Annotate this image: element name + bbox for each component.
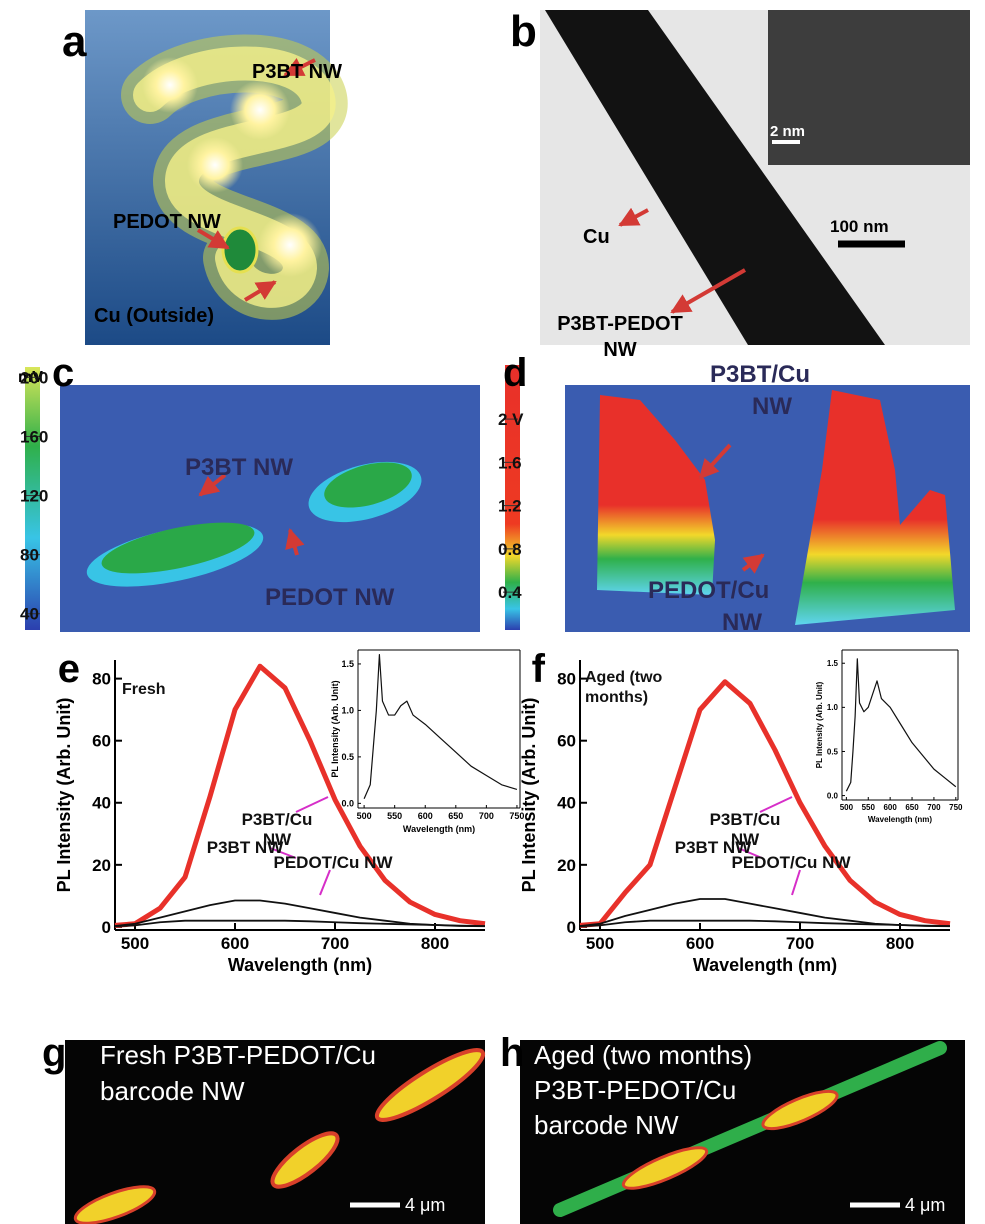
y-tick-label: 1.0: [341, 706, 354, 716]
colorbar-tick-label: 0.8: [498, 540, 522, 559]
label: NW: [603, 339, 636, 361]
scale-bar-label: 2 nm: [770, 123, 805, 140]
y-tick-label: 1.5: [341, 659, 354, 669]
y-tick-label: 20: [92, 856, 111, 875]
panel-letter: g: [42, 1031, 66, 1075]
x-tick-label: 700: [927, 803, 941, 812]
x-tick-label: 650: [448, 811, 463, 821]
y-tick-label: 60: [92, 732, 111, 751]
panel-letter: b: [510, 7, 537, 56]
caption: Fresh P3BT-PEDOT/Cu: [100, 1040, 376, 1070]
label: PEDOT NW: [113, 211, 221, 233]
y-tick-label: 0.0: [341, 799, 354, 809]
x-tick-label: 650: [905, 803, 919, 812]
label: PEDOT NW: [265, 584, 395, 611]
panel-letter: d: [503, 351, 527, 395]
x-tick-label: 800: [421, 934, 449, 953]
series-label: PEDOT/Cu NW: [268, 853, 398, 873]
x-tick-label: 500: [586, 934, 614, 953]
scale-bar-label: 4 μm: [905, 1195, 945, 1215]
colorbar-tick-label: 120: [20, 487, 48, 506]
annotation: Aged (two months): [585, 668, 685, 708]
inset-background: [842, 650, 958, 800]
x-tick-label: 750: [949, 803, 963, 812]
x-axis-title: Wavelength (nm): [868, 815, 932, 824]
inset-background: [358, 650, 520, 808]
x-tick-label: 700: [786, 934, 814, 953]
x-tick-label: 600: [883, 803, 897, 812]
panel-c-image: [25, 367, 480, 632]
series-line: [580, 921, 950, 927]
y-tick-label: 40: [557, 794, 576, 813]
label: P3BT-PEDOT: [557, 313, 683, 335]
caption: Aged (two months): [534, 1040, 752, 1070]
panel-b-image: [540, 10, 970, 345]
x-tick-label: 600: [418, 811, 433, 821]
label: P3BT/Cu: [710, 361, 810, 388]
caption: barcode NW: [100, 1076, 245, 1106]
y-tick-label: 0: [102, 918, 111, 937]
y-axis-title: PL Intensity (Arb. Unit): [815, 681, 824, 768]
colorbar-tick-label: 160: [20, 427, 48, 446]
y-tick-label: 60: [557, 732, 576, 751]
colorbar-tick-label: 1.2: [498, 497, 522, 516]
y-tick-label: 20: [557, 856, 576, 875]
colorbar-tick-label: 2 V: [498, 410, 524, 429]
y-tick-label: 40: [92, 794, 111, 813]
label: Cu: [583, 226, 610, 248]
y-axis-title: PL Intensity (Arb. Unit): [330, 680, 340, 777]
y-tick-label: 1.0: [827, 703, 839, 712]
x-tick-label: 600: [221, 934, 249, 953]
x-axis-title: Wavelength (nm): [693, 955, 837, 975]
y-tick-label: 1.5: [827, 659, 839, 668]
panel-letter: c: [52, 351, 74, 395]
colorbar-tick-label: 40: [20, 605, 39, 624]
y-tick-label: 0.0: [827, 791, 839, 800]
label: NW: [722, 609, 762, 636]
x-tick-label: 500: [840, 803, 854, 812]
label-pointer: [320, 870, 330, 895]
annotation: Fresh: [122, 680, 202, 700]
y-tick-label: 80: [557, 670, 576, 689]
label: Cu (Outside): [94, 305, 214, 327]
scale-bar-label: 4 μm: [405, 1195, 445, 1215]
colorbar-tick-label: 1.6: [498, 453, 522, 472]
label: PEDOT/Cu: [648, 577, 769, 604]
x-axis-title: Wavelength (nm): [228, 955, 372, 975]
colorbar-tick-label: 200: [20, 368, 48, 387]
figure-canvas: a P3BT NW PEDOT NW Cu (Outside) b Cu P3B…: [0, 0, 985, 1224]
panel-letter: a: [62, 17, 87, 66]
colorbar-tick-label: 80: [20, 546, 39, 565]
colorbar-tick-label: 0.4: [498, 583, 522, 602]
x-tick-label: 550: [387, 811, 402, 821]
caption: P3BT-PEDOT/Cu: [534, 1075, 736, 1105]
x-tick-label: 500: [357, 811, 372, 821]
y-tick-label: 80: [92, 670, 111, 689]
y-tick-label: 0.5: [341, 752, 354, 762]
x-tick-label: 700: [321, 934, 349, 953]
label: P3BT NW: [185, 454, 293, 481]
x-tick-label: 800: [886, 934, 914, 953]
y-tick-label: 0: [567, 918, 576, 937]
label: NW: [752, 393, 792, 420]
y-axis-title: PL Intensity (Arb. Unit): [54, 698, 74, 893]
y-tick-label: 0.5: [827, 747, 839, 756]
figure: a P3BT NW PEDOT NW Cu (Outside) b Cu P3B…: [0, 0, 985, 1224]
scale-bar-label: 100 nm: [830, 217, 889, 236]
x-tick-label: 600: [686, 934, 714, 953]
y-axis-title: PL Intensity (Arb. Unit): [519, 698, 539, 893]
caption: barcode NW: [534, 1110, 679, 1140]
x-tick-label: 700: [479, 811, 494, 821]
panel-letter: e: [58, 647, 80, 691]
x-axis-title: Wavelength (nm): [403, 824, 475, 834]
panel-letter: f: [532, 647, 546, 691]
series-line: [115, 921, 485, 927]
label: P3BT NW: [252, 61, 342, 83]
label-pointer: [792, 870, 800, 895]
panel-letter: h: [500, 1031, 524, 1075]
series-label: PEDOT/Cu NW: [726, 853, 856, 873]
x-tick-label: 500: [121, 934, 149, 953]
x-tick-label: 550: [862, 803, 876, 812]
